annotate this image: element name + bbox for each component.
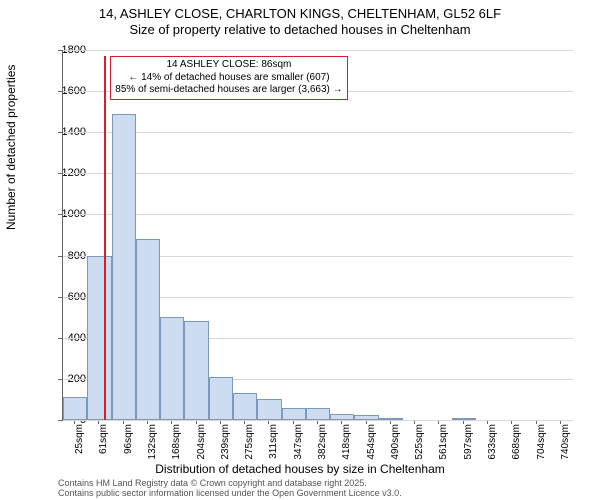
gridline [63, 214, 573, 215]
histogram-bar [452, 418, 476, 420]
histogram-bar [282, 408, 306, 420]
annotation-line: 85% of semi-detached houses are larger (… [115, 84, 342, 97]
title-line-2: Size of property relative to detached ho… [0, 22, 600, 38]
annotation-line: 14 ASHLEY CLOSE: 86sqm [115, 59, 342, 72]
chart-container: 14, ASHLEY CLOSE, CHARLTON KINGS, CHELTE… [0, 0, 600, 500]
histogram-bar [233, 393, 257, 420]
gridline [63, 420, 573, 421]
histogram-bar [184, 321, 208, 420]
histogram-bar [209, 377, 233, 420]
plot-area: 14 ASHLEY CLOSE: 86sqm← 14% of detached … [62, 50, 573, 421]
x-axis-label: Distribution of detached houses by size … [0, 462, 600, 476]
histogram-bar [87, 256, 111, 420]
title-line-1: 14, ASHLEY CLOSE, CHARLTON KINGS, CHELTE… [0, 6, 600, 22]
histogram-bar [379, 418, 403, 420]
histogram-bar [112, 114, 136, 420]
gridline [63, 132, 573, 133]
histogram-bar [257, 399, 281, 420]
histogram-bar [306, 408, 330, 420]
y-axis-label: Number of detached properties [4, 65, 18, 230]
annotation-box: 14 ASHLEY CLOSE: 86sqm← 14% of detached … [110, 56, 347, 100]
property-marker-line [104, 56, 106, 420]
histogram-bar [160, 317, 184, 420]
histogram-bar [330, 414, 354, 420]
chart-title-block: 14, ASHLEY CLOSE, CHARLTON KINGS, CHELTE… [0, 0, 600, 39]
attribution-line-1: Contains HM Land Registry data © Crown c… [58, 478, 402, 488]
histogram-bar [354, 415, 378, 420]
gridline [63, 50, 573, 51]
annotation-line: ← 14% of detached houses are smaller (60… [115, 72, 342, 85]
gridline [63, 173, 573, 174]
attribution: Contains HM Land Registry data © Crown c… [58, 478, 402, 499]
histogram-bar [136, 239, 160, 420]
histogram-bar [63, 397, 87, 420]
attribution-line-2: Contains public sector information licen… [58, 488, 402, 498]
